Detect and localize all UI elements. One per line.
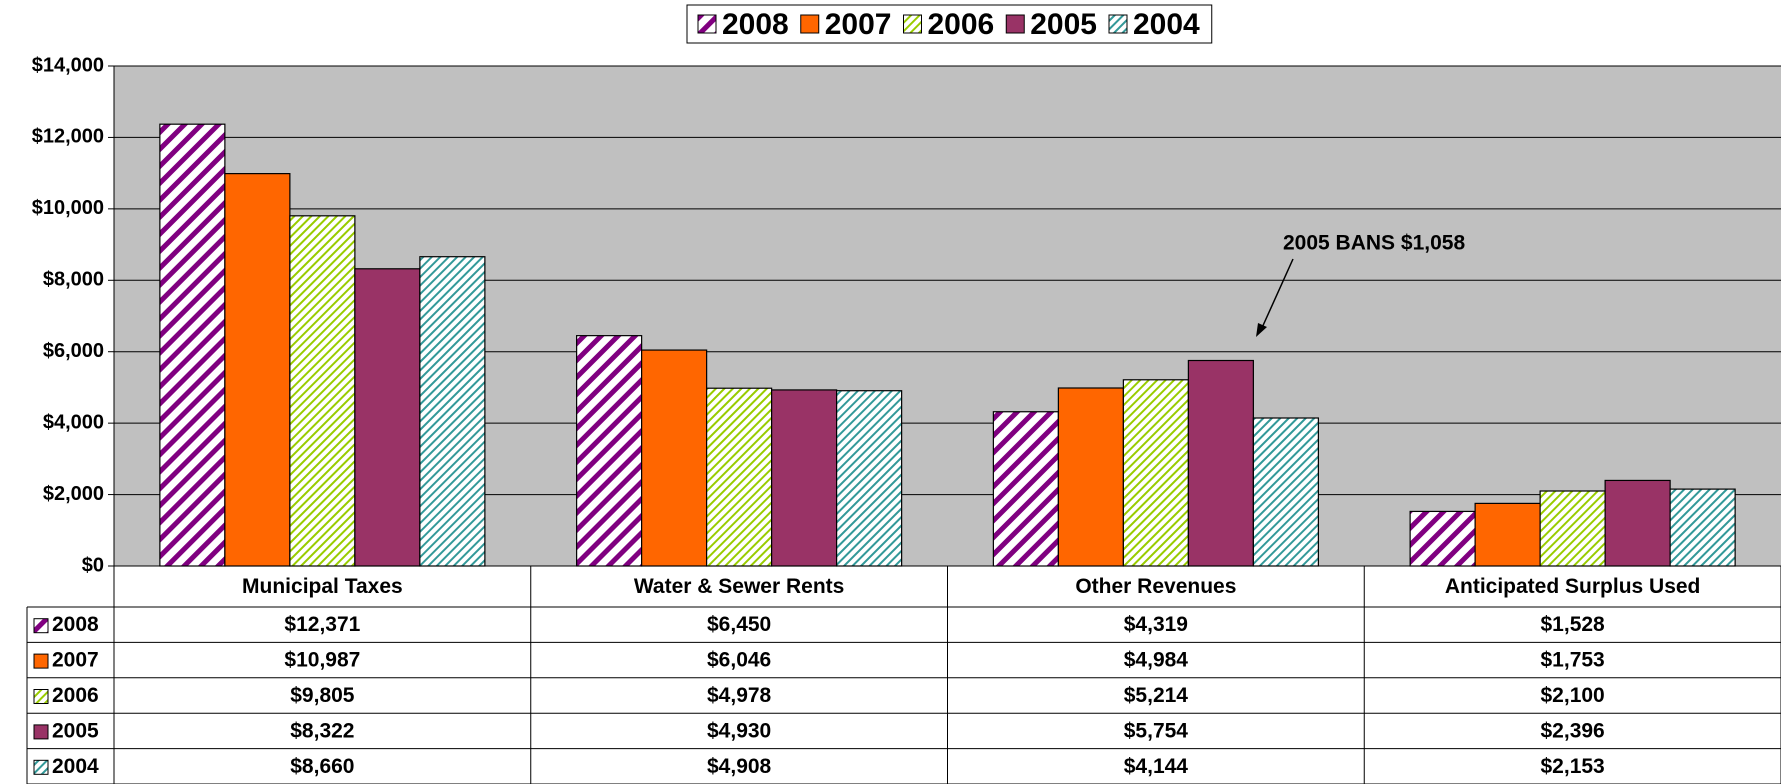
table-value: $5,754: [1124, 719, 1189, 742]
bar: [1474, 502, 1541, 567]
bar: [992, 411, 1059, 567]
legend-key: [1108, 14, 1128, 34]
y-tick-label: $8,000: [43, 269, 104, 291]
bar: [1187, 359, 1254, 567]
table-row-label: 2006: [52, 684, 99, 707]
x-tick-label: Anticipated Surplus Used: [1445, 575, 1701, 598]
table-legend-key: [33, 618, 49, 634]
legend-key: [1005, 14, 1025, 34]
bar: [576, 335, 643, 567]
bar: [836, 390, 903, 567]
table-legend-key: [33, 653, 49, 669]
legend-label: 2005: [1030, 8, 1097, 41]
table-value: $4,908: [707, 755, 772, 778]
legend-label: 2004: [1133, 8, 1200, 41]
table-row-label: 2008: [52, 613, 99, 636]
table-value: $5,214: [1124, 684, 1189, 707]
legend-key: [903, 14, 922, 34]
table-value: $4,144: [1124, 755, 1189, 778]
table-value: $2,100: [1541, 684, 1605, 707]
table-row-label: 2004: [52, 755, 99, 778]
table-value: $1,528: [1541, 613, 1606, 636]
table-value: $4,984: [1124, 649, 1189, 672]
table-legend-key: [33, 759, 49, 775]
bar: [706, 387, 773, 567]
table-value: $10,987: [284, 649, 360, 672]
table-value: $12,371: [284, 613, 360, 636]
table-value: $4,930: [707, 719, 771, 742]
bar: [771, 389, 838, 567]
annotation-arrow: [1260, 258, 1294, 331]
y-tick-label: $4,000: [43, 411, 104, 433]
legend-key: [697, 14, 717, 34]
bar: [289, 215, 356, 567]
table-value: $8,660: [290, 755, 354, 778]
y-tick-label: $12,000: [32, 126, 104, 148]
y-tick-label: $10,000: [32, 197, 104, 219]
annotation-arrowhead: [1256, 323, 1267, 337]
bar: [1604, 479, 1671, 567]
bar: [354, 268, 421, 567]
bar: [1122, 379, 1189, 567]
y-tick-label: $2,000: [43, 483, 104, 505]
y-tick-label: $14,000: [32, 54, 104, 76]
table-value: $4,978: [707, 684, 772, 707]
table-value: $4,319: [1124, 613, 1188, 636]
bar: [1539, 490, 1606, 567]
annotation: 2005 BANS $1,058: [1283, 232, 1465, 255]
legend-label: 2007: [825, 8, 892, 41]
bar: [159, 123, 226, 567]
legend-label: 2008: [722, 8, 789, 41]
table-value: $1,753: [1541, 649, 1605, 672]
bar: [224, 173, 291, 567]
legend: 2008 2007 2006 2005 2004: [686, 4, 1213, 44]
table-legend-key: [33, 724, 49, 740]
table-row-label: 2005: [52, 719, 99, 742]
bar: [1057, 387, 1124, 567]
y-tick-label: $0: [82, 554, 104, 576]
table-value: $8,322: [290, 719, 354, 742]
legend-label: 2006: [928, 8, 995, 41]
x-tick-label: Municipal Taxes: [242, 575, 403, 598]
bar: [1252, 417, 1319, 567]
x-tick-label: Other Revenues: [1075, 575, 1236, 598]
table-row-label: 2007: [52, 649, 99, 672]
table-value: $6,046: [707, 649, 771, 672]
x-tick-label: Water & Sewer Rents: [634, 575, 844, 598]
y-tick-label: $6,000: [43, 340, 104, 362]
table-value: $6,450: [707, 613, 771, 636]
table-value: $9,805: [290, 684, 355, 707]
table-value: $2,396: [1541, 719, 1605, 742]
bar: [1669, 488, 1736, 567]
bar: [1409, 510, 1476, 567]
bar: [641, 349, 708, 567]
table-value: $2,153: [1541, 755, 1605, 778]
table-legend-key: [33, 689, 49, 704]
legend-key: [800, 14, 820, 34]
bar: [419, 256, 486, 567]
